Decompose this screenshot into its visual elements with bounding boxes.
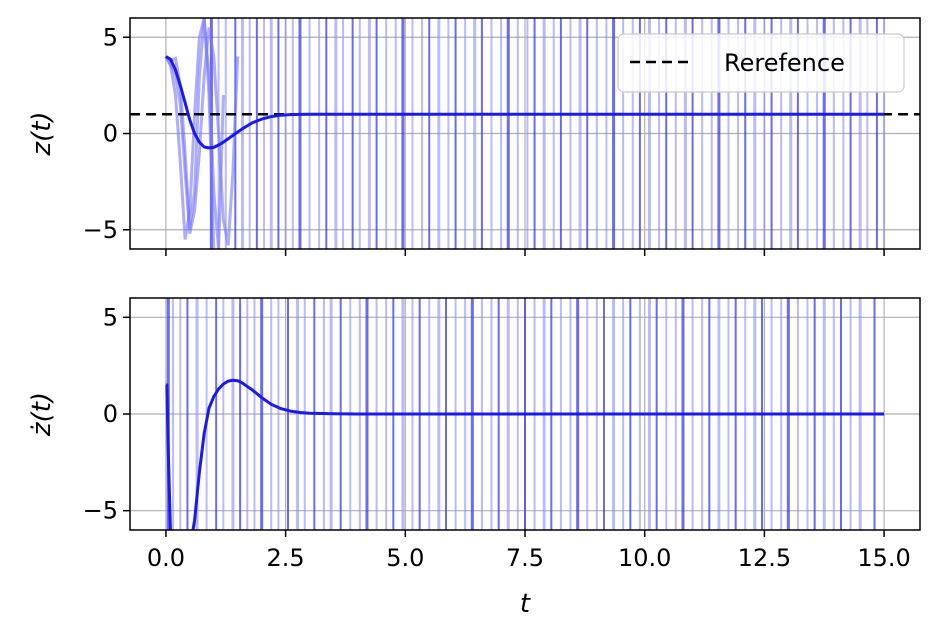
- y-axis-label-top: z(t): [27, 111, 57, 156]
- y-tick-label: 0: [103, 120, 118, 148]
- faint-series-line: [164, 18, 216, 249]
- legend-box: [617, 33, 905, 93]
- x-axis-label: t: [520, 589, 531, 619]
- x-tick-label: 10.0: [618, 544, 671, 572]
- y-tick-label: −5: [83, 216, 118, 244]
- y-axis-label-bottom: ż(t): [27, 392, 57, 437]
- axes-top-z: −5 0 5 z(t) Rerefence: [27, 17, 921, 256]
- y-tick-label: 0: [103, 400, 118, 428]
- axes-bottom-zdot: 0.0 2.5 5.0 7.5 10.0 12.5 15.0 −5 0 5 ż(t) t: [27, 297, 921, 619]
- x-tick-label: 0.0: [147, 544, 185, 572]
- ticks-bottom: 0.0 2.5 5.0 7.5 10.0 12.5 15.0 −5 0 5: [83, 303, 911, 572]
- x-tick-label: 5.0: [386, 544, 424, 572]
- legend-reference-label: Rerefence: [724, 49, 845, 77]
- ticks-top: −5 0 5: [83, 23, 885, 256]
- legend: Rerefence: [617, 33, 905, 93]
- x-tick-label: 2.5: [267, 544, 305, 572]
- x-tick-label: 12.5: [738, 544, 791, 572]
- main-series-line: [165, 55, 885, 150]
- y-tick-label: 5: [103, 303, 118, 331]
- y-tick-label: 5: [103, 23, 118, 51]
- main-series-line: [165, 378, 885, 530]
- faint-series-line: [164, 18, 225, 249]
- main-series-bottom-group: [165, 378, 885, 530]
- x-tick-label: 7.5: [506, 544, 544, 572]
- y-tick-label: −5: [83, 497, 118, 525]
- main-series-top-group: [165, 55, 885, 150]
- x-tick-label: 15.0: [857, 544, 910, 572]
